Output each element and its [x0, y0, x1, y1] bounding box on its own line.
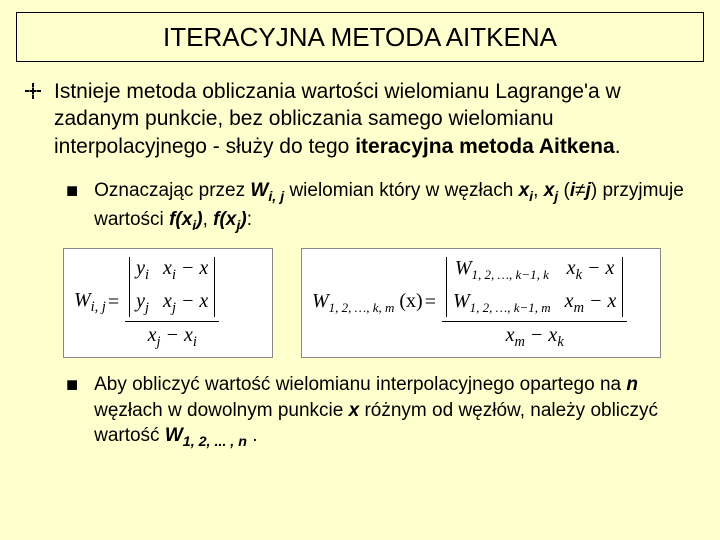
f2-dx2s: k: [557, 334, 563, 350]
f2-dx1: x: [506, 324, 515, 346]
f1-frac: yi xi − x yj xj − x xj − xi: [125, 253, 219, 353]
formula-2: W1, 2, …, k, m (x) = W1, 2, …, k−1, k xk…: [301, 248, 661, 358]
s2-Wsub: 1, 2, ... , n: [183, 434, 247, 450]
sub-bullet-1-text: Oznaczając przez Wi, j wielomian który w…: [94, 178, 700, 236]
f2-lhs: W1, 2, …, k, m (x): [312, 290, 423, 316]
f2-num: W1, 2, …, k−1, k xk − x W1, 2, …, k−1, m…: [442, 253, 627, 322]
f2-frac: W1, 2, …, k−1, k xk − x W1, 2, …, k−1, m…: [442, 253, 627, 353]
f2-dx2: x: [548, 324, 557, 346]
f1-num: yi xi − x yj xj − x: [125, 253, 219, 322]
s1-colon: :: [247, 209, 252, 230]
f1-Wsub: i, j: [91, 299, 106, 315]
bullet-icon: [24, 82, 42, 105]
main-text-3: .: [615, 135, 621, 158]
f2-x2: x: [565, 290, 574, 312]
f2-r2c1: W1, 2, …, k−1, m: [453, 290, 551, 316]
s1-fx1: f(x: [169, 209, 192, 230]
s1-neq: ≠: [575, 180, 585, 201]
main-bullet: Istnieje metoda obliczania wartości wiel…: [24, 78, 700, 160]
formula-1: Wi, j = yi xi − x yj xj − x: [63, 248, 273, 358]
page-title: ITERACYJNA METODA AITKENA: [163, 22, 557, 53]
sub-bullet-2: ■ Aby obliczyć wartość wielomianu interp…: [66, 372, 700, 452]
s1-x1: x: [519, 180, 530, 201]
f2-det: W1, 2, …, k−1, k xk − x W1, 2, …, k−1, m…: [446, 255, 623, 319]
sub-bullet-icon-2: ■: [66, 374, 78, 397]
f1-bar-r: [214, 257, 215, 317]
s1-t3: (: [558, 180, 570, 201]
f1-lhs: Wi, j: [74, 289, 106, 316]
f2-den-cell: xm − xk: [506, 324, 564, 346]
f2-W2s: 1, 2, …, k−1, m: [470, 300, 551, 315]
f1-dx2s: i: [193, 334, 197, 350]
f2-W1: W: [455, 257, 472, 279]
f2-W1s: 1, 2, …, k−1, k: [471, 267, 548, 282]
s1-fx2: f(x: [213, 209, 236, 230]
f1-x2: x: [163, 290, 172, 312]
s2-n: n: [626, 374, 638, 395]
f2-x2s: m: [574, 300, 584, 316]
f1-den-cell: xj − xi: [148, 324, 197, 346]
f1-W: W: [74, 289, 91, 311]
f1-r2c1: yj: [136, 290, 149, 317]
f2-r1c1: W1, 2, …, k−1, k: [453, 257, 551, 283]
f2-W2: W: [453, 290, 470, 312]
f1-r2c2: xj − x: [163, 290, 208, 317]
s2-W: W: [165, 425, 183, 446]
f1-den: xj − xi: [144, 322, 201, 353]
s2-x: x: [349, 400, 360, 421]
sub-bullet-1: ■ Oznaczając przez Wi, j wielomian który…: [66, 178, 700, 236]
f1-eq: =: [108, 291, 119, 314]
s1-c2: ,: [203, 209, 214, 230]
f1-r1c1: yi: [136, 257, 149, 284]
s2-t4: .: [247, 425, 258, 446]
f2-m1: − x: [582, 257, 614, 279]
f1-r1c2: xi − x: [163, 257, 208, 284]
content-area: Istnieje metoda obliczania wartości wiel…: [16, 78, 704, 452]
sub-bullet-icon-1: ■: [66, 180, 78, 203]
s2-t1: Aby obliczyć wartość wielomianu interpol…: [94, 374, 626, 395]
f2-Wsub: 1, 2, …, k, m: [329, 300, 395, 315]
f2-r2c2: xm − x: [565, 290, 617, 317]
f2-dx1s: m: [515, 334, 525, 350]
sub-bullet-2-text: Aby obliczyć wartość wielomianu interpol…: [94, 372, 700, 452]
title-box: ITERACYJNA METODA AITKENA: [16, 12, 704, 62]
formula-row: Wi, j = yi xi − x yj xj − x: [24, 248, 700, 358]
f2-W: W: [312, 290, 329, 312]
f1-m1: − x: [176, 257, 208, 279]
f2-bar-r: [622, 257, 623, 317]
s1-c1: ,: [533, 180, 544, 201]
f2-dminus: −: [525, 324, 549, 346]
f1-y2: y: [136, 290, 145, 312]
f2-x1: x: [567, 257, 576, 279]
s1-t2: wielomian który w węzłach: [284, 180, 518, 201]
f2-den: xm − xk: [502, 322, 568, 353]
f1-y1: y: [136, 257, 145, 279]
f1-dx2: x: [184, 324, 193, 346]
main-bullet-text: Istnieje metoda obliczania wartości wiel…: [54, 78, 700, 160]
f2-r1c2: xk − x: [565, 257, 617, 284]
s1-t1: Oznaczając przez: [94, 180, 250, 201]
f1-det: yi xi − x yj xj − x: [129, 255, 215, 319]
s1-W: W: [250, 180, 268, 201]
s1-x2: x: [544, 180, 555, 201]
f1-m2: − x: [176, 290, 208, 312]
f1-det-body: yi xi − x yj xj − x: [130, 255, 214, 319]
s2-t2: węzłach w dowolnym punkcie: [94, 400, 349, 421]
f1-dminus: −: [160, 324, 184, 346]
f1-y1s: i: [145, 267, 149, 283]
f2-m2: − x: [584, 290, 616, 312]
s1-Wsub: i, j: [268, 189, 284, 205]
main-text-bold: iteracyjna metoda Aitkena: [355, 135, 615, 158]
f1-y2s: j: [145, 300, 149, 316]
f2-eq: =: [425, 291, 436, 314]
f2-x: (x): [394, 290, 422, 312]
f2-det-body: W1, 2, …, k−1, k xk − x W1, 2, …, k−1, m…: [447, 255, 622, 319]
f1-x1: x: [163, 257, 172, 279]
